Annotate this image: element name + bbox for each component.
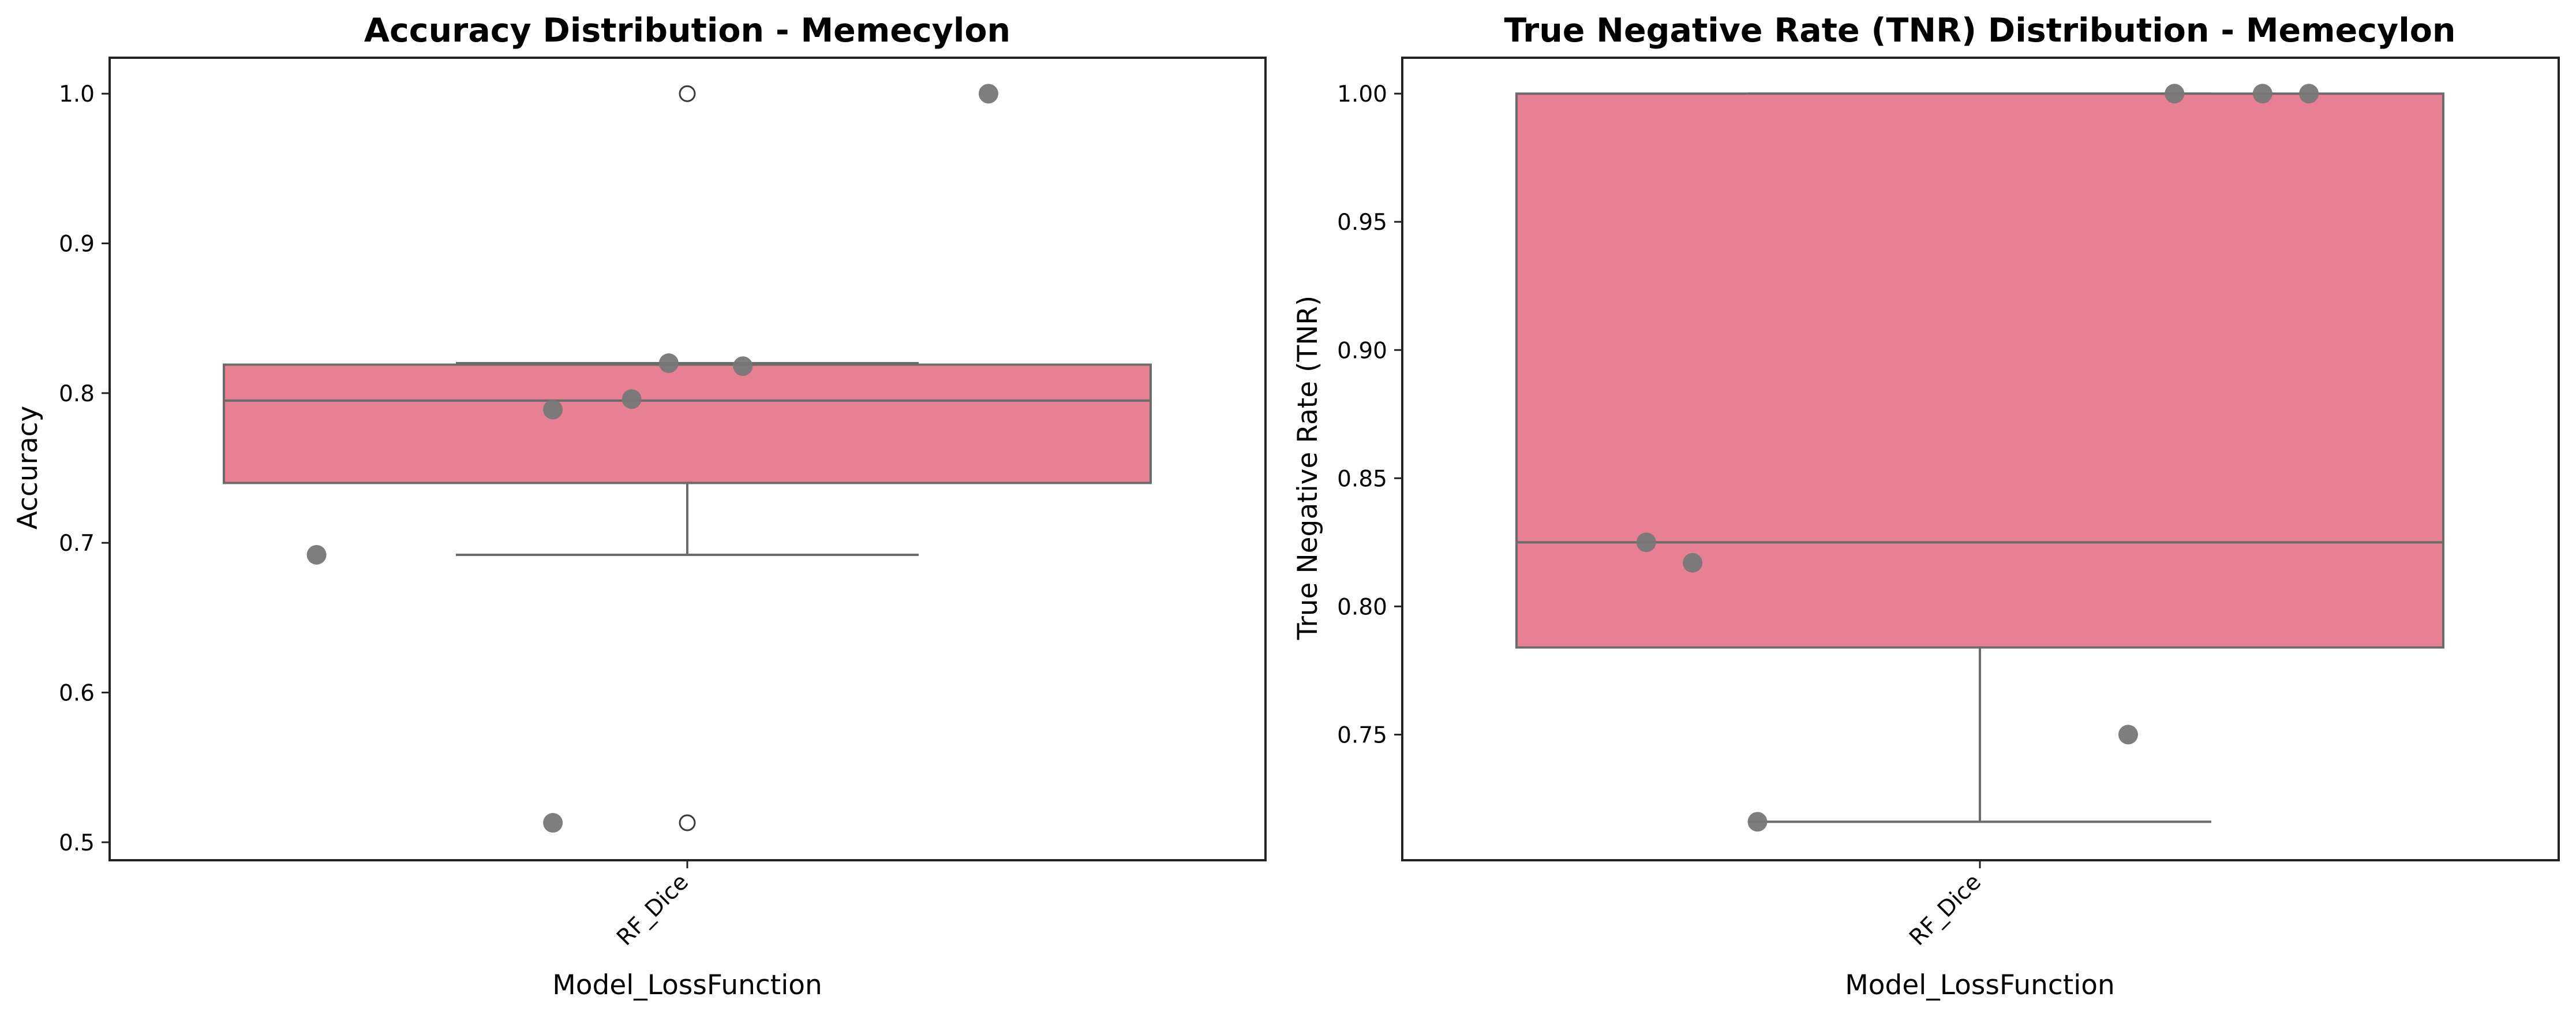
y-tick-label: 0.85 (1337, 466, 1387, 492)
data-point (543, 400, 563, 420)
data-point (2165, 84, 2185, 104)
box-iqr (1515, 92, 2444, 649)
data-point (621, 389, 642, 409)
data-point (733, 356, 753, 376)
accuracy-panel: Accuracy Distribution - Memecylon 0.5 0.6… (12, 12, 1267, 1001)
x-axis-label: Model_LossFunction (552, 969, 822, 1001)
data-point (1636, 532, 1656, 553)
y-tick-label: 0.75 (1337, 722, 1387, 748)
box-iqr (223, 363, 1152, 484)
data-point (2299, 84, 2319, 104)
chart-title: Accuracy Distribution - Memecylon (364, 12, 1010, 50)
y-tick-label: 0.90 (1337, 338, 1387, 364)
y-tick-label: 1.00 (1337, 81, 1387, 107)
outlier-marker (679, 814, 696, 831)
y-tick-label: 0.95 (1337, 210, 1387, 236)
data-point (306, 544, 327, 565)
data-point (2118, 725, 2138, 745)
x-axis-label: Model_LossFunction (1845, 969, 2115, 1001)
y-tick-label: 0.7 (59, 531, 95, 557)
data-point (2252, 84, 2272, 104)
y-tick-label: 0.5 (59, 830, 95, 856)
y-tick-label: 0.6 (59, 681, 95, 707)
y-tick-label: 0.8 (59, 381, 95, 407)
data-point (1683, 553, 1703, 573)
y-tick-label: 0.80 (1337, 594, 1387, 620)
y-tick-label: 1.0 (59, 81, 95, 107)
y-axis-label: Accuracy (12, 406, 44, 530)
outlier-marker (679, 85, 696, 102)
y-tick-label: 0.9 (59, 232, 95, 257)
data-point (978, 84, 998, 104)
data-point (543, 813, 563, 833)
y-axis-label: True Negative Rate (TNR) (1292, 296, 1324, 641)
chart-title: True Negative Rate (TNR) Distribution - … (1504, 12, 2456, 50)
data-point (658, 353, 679, 374)
data-point (1747, 812, 1768, 832)
